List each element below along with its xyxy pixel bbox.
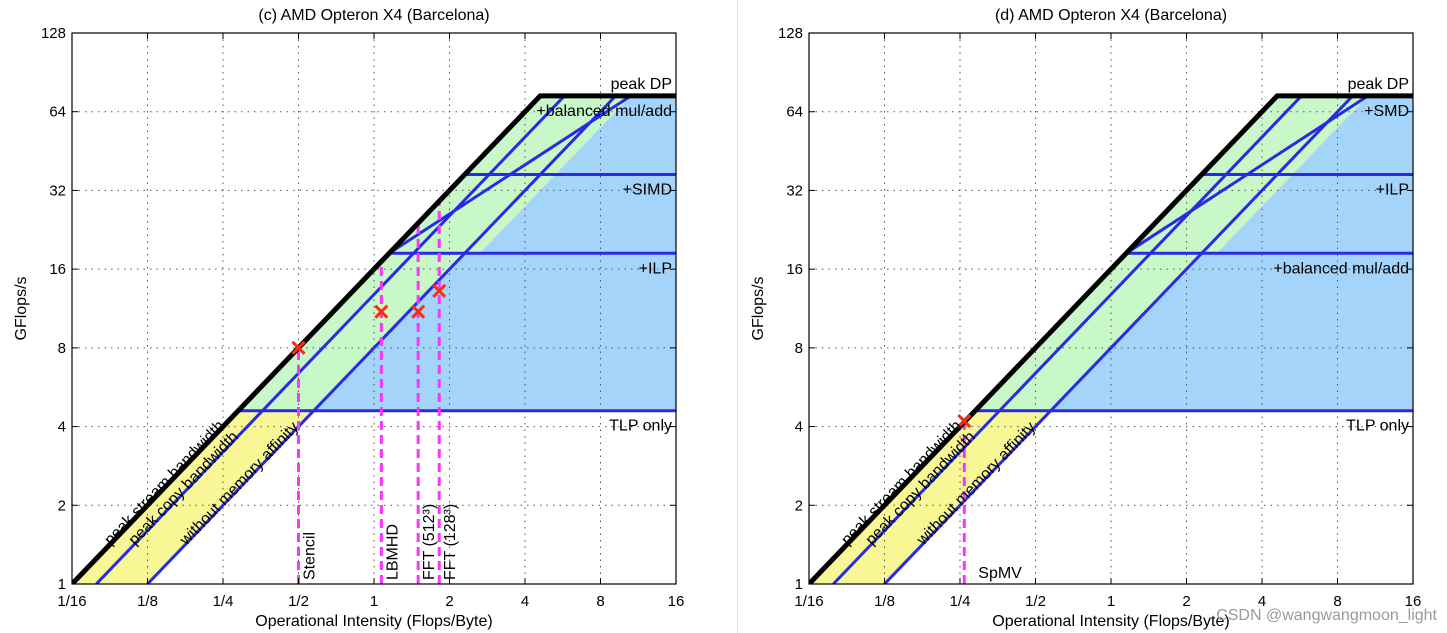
region-green-lower [975,253,1202,411]
marker-stroke [374,304,389,319]
y-tick-label: 32 [49,182,66,199]
y-tick-label: 4 [795,419,803,436]
y-axis-label: GFlops/s [750,276,767,340]
x-tick-label: 4 [521,593,529,610]
bandwidth-line [883,94,1354,584]
y-axis-label: GFlops/s [13,276,30,340]
ceiling-label: +balanced mul/add [1273,260,1409,277]
ceiling-label: +SMD [1364,103,1409,120]
x-tick-label: 1/2 [1025,593,1046,610]
peak-label: peak DP [611,76,672,93]
chart-title: (d) AMD Opteron X4 (Barcelona) [995,7,1227,24]
bandwidth-line-upper [388,94,632,255]
x-tick-label: 16 [668,593,685,610]
kernel-marker [374,304,389,319]
y-tick-label: 1 [58,576,66,593]
marker-stroke [411,304,426,319]
y-tick-label: 32 [786,182,803,199]
x-tick-label: 1/8 [874,593,895,610]
marker-stroke [291,340,306,355]
y-tick-label: 16 [49,261,66,278]
region-green-lower [238,253,465,411]
x-axis-label: Operational Intensity (Flops/Byte) [255,613,492,630]
ceiling-label: +SIMD [623,182,672,199]
x-tick-label: 8 [596,593,604,610]
roofline-chart-c: 1/16 1/8 1/4 1/2 1 2 4 8 16 1 2 4 8 16 32 64 128 (c) AMD … [13,7,685,630]
ceiling-label: +ILP [1376,182,1409,199]
x-tick-label: 1/8 [137,593,158,610]
x-tick-label: 8 [1333,593,1341,610]
x-tick-label: 1 [370,593,378,610]
kernel-label: FFT (128³) [442,504,459,580]
x-axis-label: Operational Intensity (Flops/Byte) [992,613,1229,630]
watermark: CSDN @wangwangmoon_light [1216,607,1437,624]
y-tick-label: 4 [58,419,66,436]
ceiling-label: +balanced mul/add [536,103,672,120]
plot-area [809,33,1413,584]
x-tick-label: 1/4 [950,593,971,610]
kernel-label: LBMHD [384,524,401,580]
x-tick-label: 1 [1107,593,1115,610]
peak-roofline [72,93,676,584]
ceiling-label: TLP only [1346,418,1409,435]
marker-stroke [957,413,972,429]
y-tick-label: 16 [786,261,803,278]
kernel-marker [411,304,426,319]
kernel-label: Stencil [302,532,319,580]
x-tick-label: 16 [1405,593,1422,610]
x-tick-label: 2 [445,593,453,610]
y-tick-label: 64 [786,104,803,121]
y-tick-label: 1 [795,576,803,593]
bandwidth-line [95,94,566,584]
x-tick-label: 1/2 [288,593,309,610]
kernel-marker [291,340,306,355]
x-tick-label: 4 [1258,593,1266,610]
bandwidth-line-upper [1125,94,1369,255]
kernel-label: SpMV [978,565,1022,582]
ceiling-label: +ILP [639,260,672,277]
x-tick-label: 1/16 [57,593,86,610]
panel-divider [737,0,738,633]
x-tick-label: 2 [1182,593,1190,610]
roofline-chart-d: 1/16 1/8 1/4 1/2 1 2 4 8 16 1 2 4 8 16 32 64 128 (d) AMD … [750,7,1422,630]
x-tick-label: 1/4 [213,593,234,610]
x-tick-label: 1/16 [794,593,823,610]
y-tick-label: 128 [778,25,803,42]
marker-stroke [432,283,447,299]
ceiling-label: TLP only [609,418,672,435]
kernel-marker [432,283,447,299]
y-tick-label: 8 [795,340,803,357]
peak-label: peak DP [1348,76,1409,93]
kernel-marker [957,413,972,429]
y-tick-label: 2 [58,497,66,514]
bandwidth-line [832,94,1303,584]
y-tick-label: 64 [49,104,66,121]
y-tick-label: 128 [41,25,66,42]
y-tick-label: 8 [58,340,66,357]
y-tick-label: 2 [795,497,803,514]
kernel-label: FFT (512³) [421,504,438,580]
chart-title: (c) AMD Opteron X4 (Barcelona) [258,7,489,24]
plot-area [72,33,676,584]
